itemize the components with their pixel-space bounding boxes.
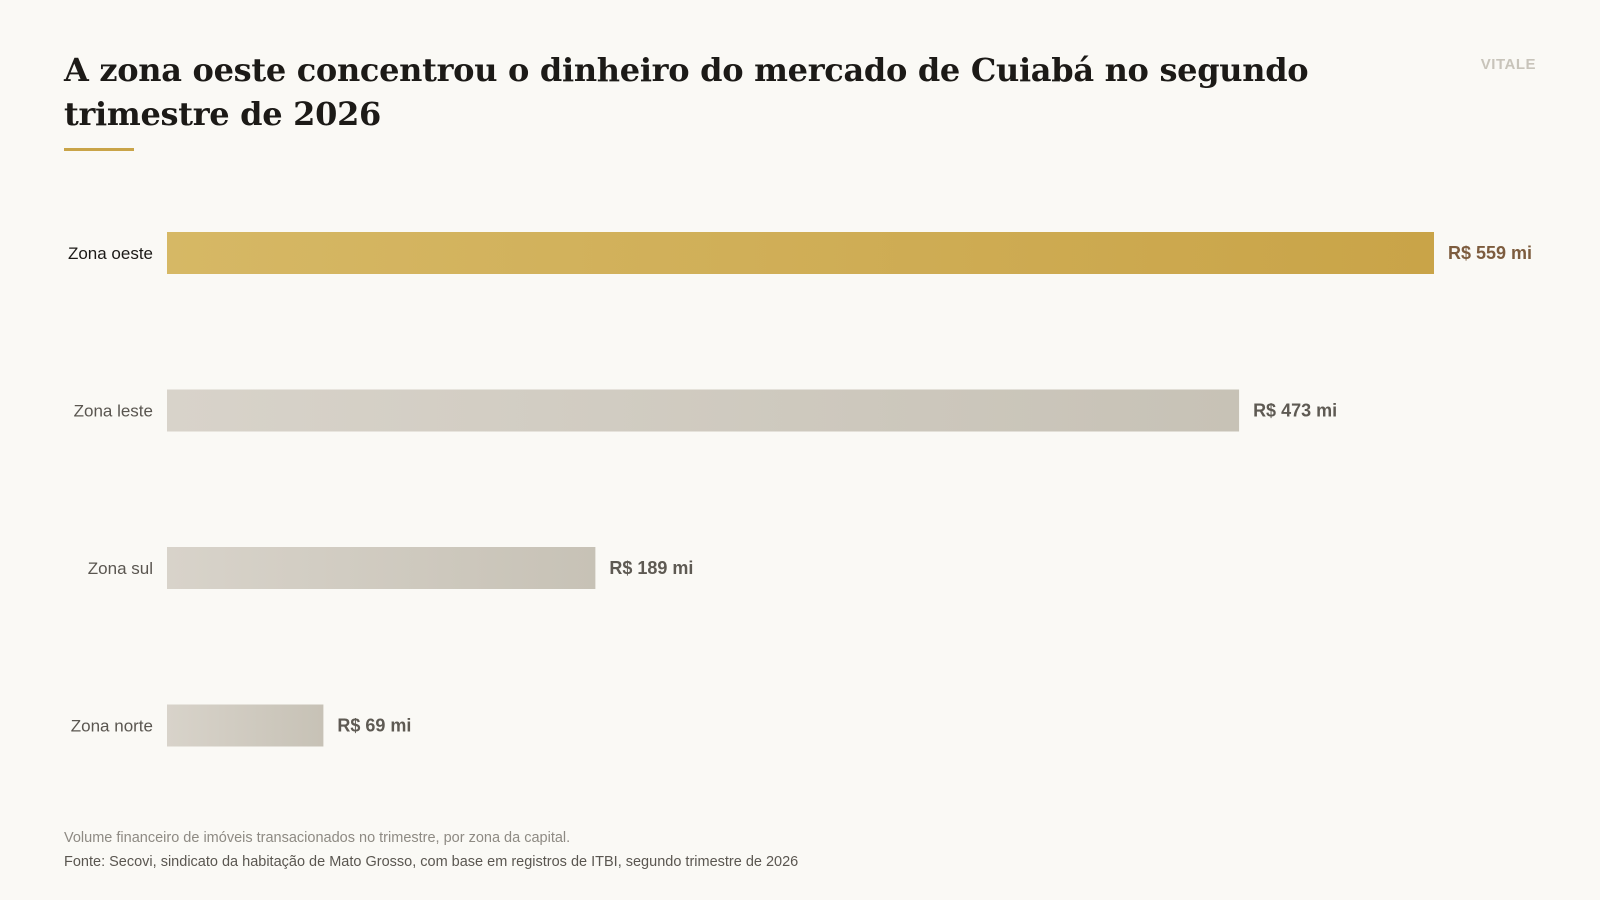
bar-zona-sul	[167, 547, 596, 589]
title-accent-rule	[64, 148, 134, 151]
chart-source: Fonte: Secovi, sindicato da habitação de…	[64, 854, 799, 870]
category-label-zona-oeste: Zona oeste	[68, 244, 153, 263]
chart-title: A zona oeste concentrou o dinheiro do me…	[64, 51, 1309, 133]
category-label-zona-norte: Zona norte	[71, 717, 153, 736]
value-label-zona-oeste: R$ 559 mi	[1448, 243, 1532, 263]
value-label-zona-leste: R$ 473 mi	[1253, 401, 1337, 421]
value-label-zona-norte: R$ 69 mi	[337, 716, 411, 736]
chart-note: Volume financeiro de imóveis transaciona…	[64, 830, 571, 846]
value-label-zona-sul: R$ 189 mi	[609, 558, 693, 578]
bar-zona-oeste	[167, 232, 1434, 274]
bar-zona-leste	[167, 389, 1240, 432]
bars-group: Zona oeste R$ 559 mi Zona leste R$ 473 mi Zo…	[68, 232, 1532, 747]
brand-logo: VITALE	[1480, 56, 1536, 73]
bar-zona-norte	[167, 704, 324, 747]
category-label-zona-leste: Zona leste	[74, 402, 153, 421]
category-label-zona-sul: Zona sul	[88, 559, 153, 578]
